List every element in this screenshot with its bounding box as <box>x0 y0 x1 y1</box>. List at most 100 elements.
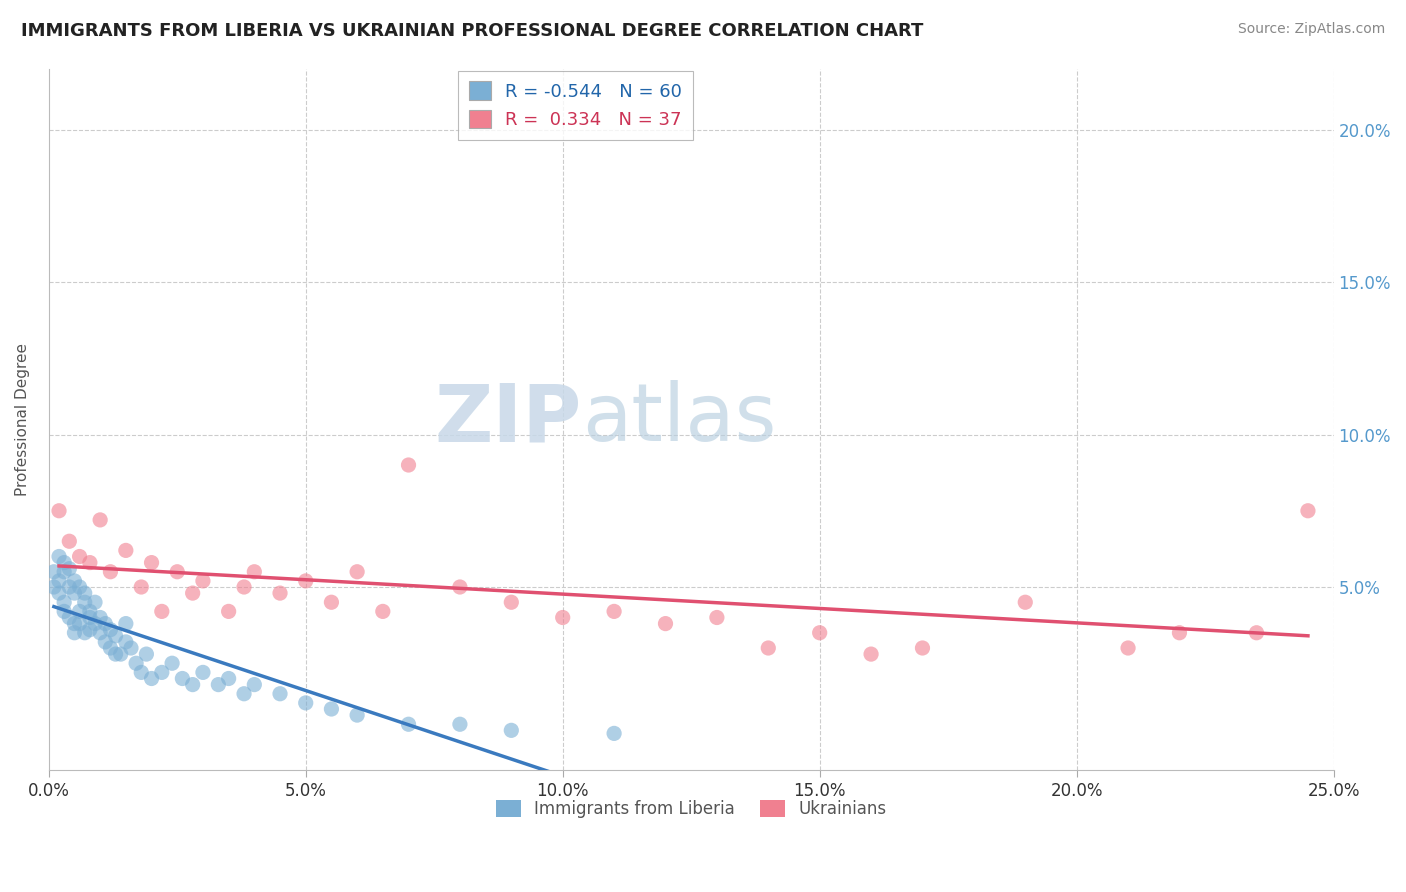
Point <box>449 717 471 731</box>
Point <box>129 665 152 680</box>
Point <box>53 565 76 579</box>
Point <box>69 604 91 618</box>
Point <box>84 616 107 631</box>
Point <box>48 586 70 600</box>
Point <box>181 586 204 600</box>
Point <box>1168 625 1191 640</box>
Point <box>73 595 96 609</box>
Point <box>603 726 626 740</box>
Point <box>1296 504 1319 518</box>
Point <box>58 562 80 576</box>
Text: atlas: atlas <box>582 380 776 458</box>
Point <box>860 647 883 661</box>
Point <box>79 623 101 637</box>
Point <box>115 543 138 558</box>
Point <box>233 580 256 594</box>
Point <box>1246 625 1268 640</box>
Point <box>58 580 80 594</box>
Point <box>166 565 188 579</box>
Text: IMMIGRANTS FROM LIBERIA VS UKRAINIAN PROFESSIONAL DEGREE CORRELATION CHART: IMMIGRANTS FROM LIBERIA VS UKRAINIAN PRO… <box>21 22 924 40</box>
Point <box>63 586 86 600</box>
Point <box>69 616 91 631</box>
Y-axis label: Professional Degree: Professional Degree <box>15 343 30 496</box>
Point <box>398 458 420 472</box>
Point <box>94 616 117 631</box>
Point <box>321 595 343 609</box>
Point <box>160 657 183 671</box>
Point <box>89 610 111 624</box>
Point <box>115 635 138 649</box>
Point <box>84 595 107 609</box>
Point <box>129 580 152 594</box>
Point <box>120 640 142 655</box>
Point <box>449 580 471 594</box>
Point <box>191 665 214 680</box>
Point <box>73 625 96 640</box>
Point <box>94 635 117 649</box>
Point <box>346 565 368 579</box>
Point <box>104 647 127 661</box>
Point <box>125 657 148 671</box>
Point <box>53 556 76 570</box>
Point <box>79 610 101 624</box>
Point <box>79 604 101 618</box>
Point <box>53 595 76 609</box>
Point <box>181 677 204 691</box>
Point <box>603 604 626 618</box>
Point <box>141 672 163 686</box>
Point <box>79 556 101 570</box>
Point <box>42 580 65 594</box>
Point <box>115 616 138 631</box>
Point <box>172 672 194 686</box>
Point <box>53 604 76 618</box>
Point <box>63 574 86 588</box>
Point <box>706 610 728 624</box>
Point <box>218 604 240 618</box>
Point <box>42 565 65 579</box>
Point <box>398 717 420 731</box>
Point <box>911 640 934 655</box>
Point <box>58 534 80 549</box>
Point <box>756 640 779 655</box>
Point <box>191 574 214 588</box>
Point <box>63 616 86 631</box>
Point <box>233 687 256 701</box>
Point <box>100 565 122 579</box>
Point <box>551 610 574 624</box>
Point <box>654 616 676 631</box>
Point <box>100 640 122 655</box>
Point <box>135 647 157 661</box>
Point <box>89 513 111 527</box>
Point <box>48 574 70 588</box>
Point <box>104 629 127 643</box>
Point <box>150 665 173 680</box>
Point <box>100 623 122 637</box>
Point <box>269 687 291 701</box>
Point <box>63 625 86 640</box>
Point <box>1014 595 1036 609</box>
Point <box>89 625 111 640</box>
Text: ZIP: ZIP <box>434 380 582 458</box>
Point <box>269 586 291 600</box>
Point <box>243 677 266 691</box>
Point <box>73 586 96 600</box>
Point <box>110 647 132 661</box>
Point <box>243 565 266 579</box>
Point <box>58 610 80 624</box>
Point <box>141 556 163 570</box>
Legend: Immigrants from Liberia, Ukrainians: Immigrants from Liberia, Ukrainians <box>489 793 893 825</box>
Point <box>150 604 173 618</box>
Point <box>294 696 316 710</box>
Point <box>69 549 91 564</box>
Point <box>1116 640 1139 655</box>
Point <box>48 549 70 564</box>
Point <box>48 504 70 518</box>
Point <box>294 574 316 588</box>
Point <box>207 677 229 691</box>
Point <box>321 702 343 716</box>
Point <box>501 723 523 738</box>
Point <box>69 580 91 594</box>
Point <box>218 672 240 686</box>
Point <box>501 595 523 609</box>
Point <box>371 604 394 618</box>
